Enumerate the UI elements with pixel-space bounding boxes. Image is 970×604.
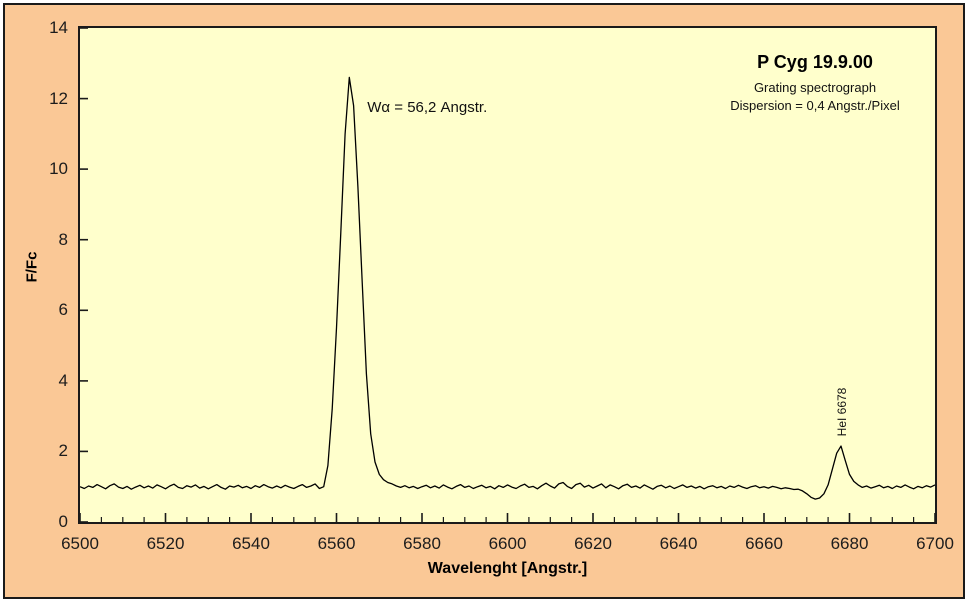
spectrum-line xyxy=(80,76,935,500)
chart-title: P Cyg 19.9.00 xyxy=(757,52,873,72)
line-id-label: HeI 6678 xyxy=(834,387,849,437)
x-tick-label: 6680 xyxy=(830,534,869,553)
plot-area xyxy=(78,26,937,524)
spectrum-plot-svg xyxy=(80,28,935,522)
y-tick-label: 0 xyxy=(58,512,68,531)
chart-subtitle-dispersion: Dispersion = 0,4 Angstr./Pixel xyxy=(730,98,900,113)
y-tick-label: 2 xyxy=(58,441,68,461)
x-tick-label: 6560 xyxy=(317,534,356,553)
x-ticks xyxy=(80,513,935,522)
y-tick-label: 6 xyxy=(58,300,68,320)
x-tick-label: 6620 xyxy=(574,534,612,553)
x-tick-label: 6640 xyxy=(659,534,698,553)
x-tick-label: 6700 xyxy=(916,534,954,553)
y-tick-label: 4 xyxy=(58,370,68,390)
x-tick-label: 6600 xyxy=(488,534,527,553)
x-tick-label: 6500 xyxy=(61,534,99,553)
y-tick-label: 14 xyxy=(49,18,68,37)
chart-subtitle-instrument: Grating spectrograph xyxy=(753,80,877,95)
x-tick-label: 6540 xyxy=(232,534,270,553)
y-ticks xyxy=(80,28,88,522)
annotations-layer: Wα = 56,2 Angstr. HeI 6678 xyxy=(5,5,963,597)
chart-frame: P Cyg 19.9.00 Grating spectrograph Dispe… xyxy=(3,3,965,599)
y-tick-label: 8 xyxy=(58,229,68,249)
x-tick-label: 6660 xyxy=(745,534,783,553)
y-axis-title: F/Fc xyxy=(23,251,41,283)
equivalent-width-label: Wα = 56,2 Angstr. xyxy=(367,99,488,117)
x-axis-title: Wavelenght [Angstr.] xyxy=(427,560,588,577)
title-block: P Cyg 19.9.00 Grating spectrograph Dispe… xyxy=(665,51,965,115)
y-tick-label: 12 xyxy=(49,88,68,108)
x-tick-label: 6580 xyxy=(403,534,441,553)
x-tick-label: 6520 xyxy=(146,534,185,553)
y-tick-label: 10 xyxy=(49,159,68,179)
